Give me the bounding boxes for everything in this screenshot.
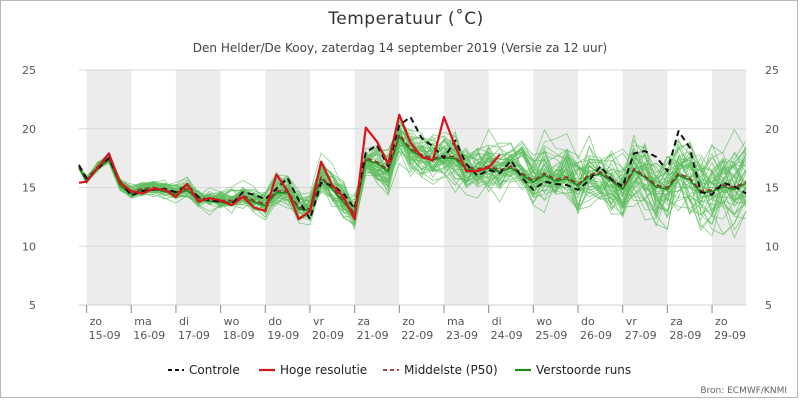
- y-tick-label-right: 20: [765, 123, 779, 136]
- legend: Controle Hoge resolutie Middelste (P50) Ver…: [168, 363, 631, 377]
- y-tick-label-right: 10: [765, 240, 779, 253]
- x-tick-day: za: [358, 315, 371, 328]
- x-axis: zo15-09ma16-09di17-09wo18-09do19-09vr20-…: [79, 304, 746, 342]
- x-tick-day: ma: [447, 315, 464, 328]
- x-tick-date: 15-09: [89, 329, 121, 342]
- x-tick-date: 28-09: [669, 329, 701, 342]
- y-tick-label-left: 5: [29, 299, 36, 312]
- control-line: [78, 116, 747, 221]
- legend-label: Controle: [189, 363, 240, 377]
- x-tick-date: 18-09: [223, 329, 255, 342]
- y-tick-label-right: 15: [765, 182, 779, 195]
- x-tick-date: 19-09: [267, 329, 299, 342]
- x-tick-day: zo: [90, 315, 103, 328]
- x-tick-date: 20-09: [312, 329, 344, 342]
- x-tick-day: wo: [224, 315, 240, 328]
- x-tick-day: vr: [626, 315, 638, 328]
- x-tick-date: 16-09: [133, 329, 165, 342]
- main-series: [78, 113, 747, 221]
- ensemble-mean-line: [78, 134, 747, 217]
- x-tick-day: do: [581, 315, 595, 328]
- x-tick-day: zo: [402, 315, 415, 328]
- chart-title: Temperatuur (˚C): [327, 8, 483, 29]
- source-credit: Bron: ECMWF/KNMI: [700, 386, 787, 396]
- y-tick-label-left: 20: [22, 123, 36, 136]
- x-tick-day: di: [492, 315, 502, 328]
- y-tick-label-left: 10: [22, 240, 36, 253]
- x-tick-day: di: [179, 315, 189, 328]
- legend-label: Verstoorde runs: [536, 363, 631, 377]
- legend-label: Middelste (P50): [404, 363, 498, 377]
- x-tick-day: ma: [134, 315, 151, 328]
- ensemble-run-line: [78, 139, 747, 215]
- ensemble-run-line: [78, 128, 747, 210]
- y-tick-label-left: 25: [22, 64, 36, 77]
- y-tick-label-left: 15: [22, 182, 36, 195]
- x-tick-day: do: [268, 315, 282, 328]
- x-tick-date: 25-09: [535, 329, 567, 342]
- legend-label: Hoge resolutie: [280, 363, 367, 377]
- x-tick-day: wo: [536, 315, 552, 328]
- y-tick-label-right: 5: [765, 299, 772, 312]
- x-tick-day: zo: [715, 315, 728, 328]
- ensemble-run-line: [78, 139, 747, 232]
- x-tick-date: 29-09: [714, 329, 746, 342]
- x-tick-day: za: [670, 315, 683, 328]
- x-tick-date: 27-09: [625, 329, 657, 342]
- y-axis-left: 5 10 15 20 25: [22, 64, 36, 312]
- x-tick-date: 22-09: [401, 329, 433, 342]
- y-tick-label-right: 25: [765, 64, 779, 77]
- ensemble-run-line: [78, 115, 747, 216]
- high-resolution-line: [78, 113, 501, 221]
- x-tick-day: vr: [313, 315, 325, 328]
- chart-subtitle: Den Helder/De Kooy, zaterdag 14 septembe…: [193, 41, 607, 55]
- x-tick-date: 23-09: [446, 329, 478, 342]
- x-tick-date: 24-09: [491, 329, 523, 342]
- median-p50-line: [78, 133, 747, 215]
- ensemble-run-line: [78, 131, 747, 221]
- x-tick-date: 17-09: [178, 329, 210, 342]
- y-axis-right: 5 10 15 20 25: [765, 64, 779, 312]
- x-tick-date: 26-09: [580, 329, 612, 342]
- x-tick-date: 21-09: [357, 329, 389, 342]
